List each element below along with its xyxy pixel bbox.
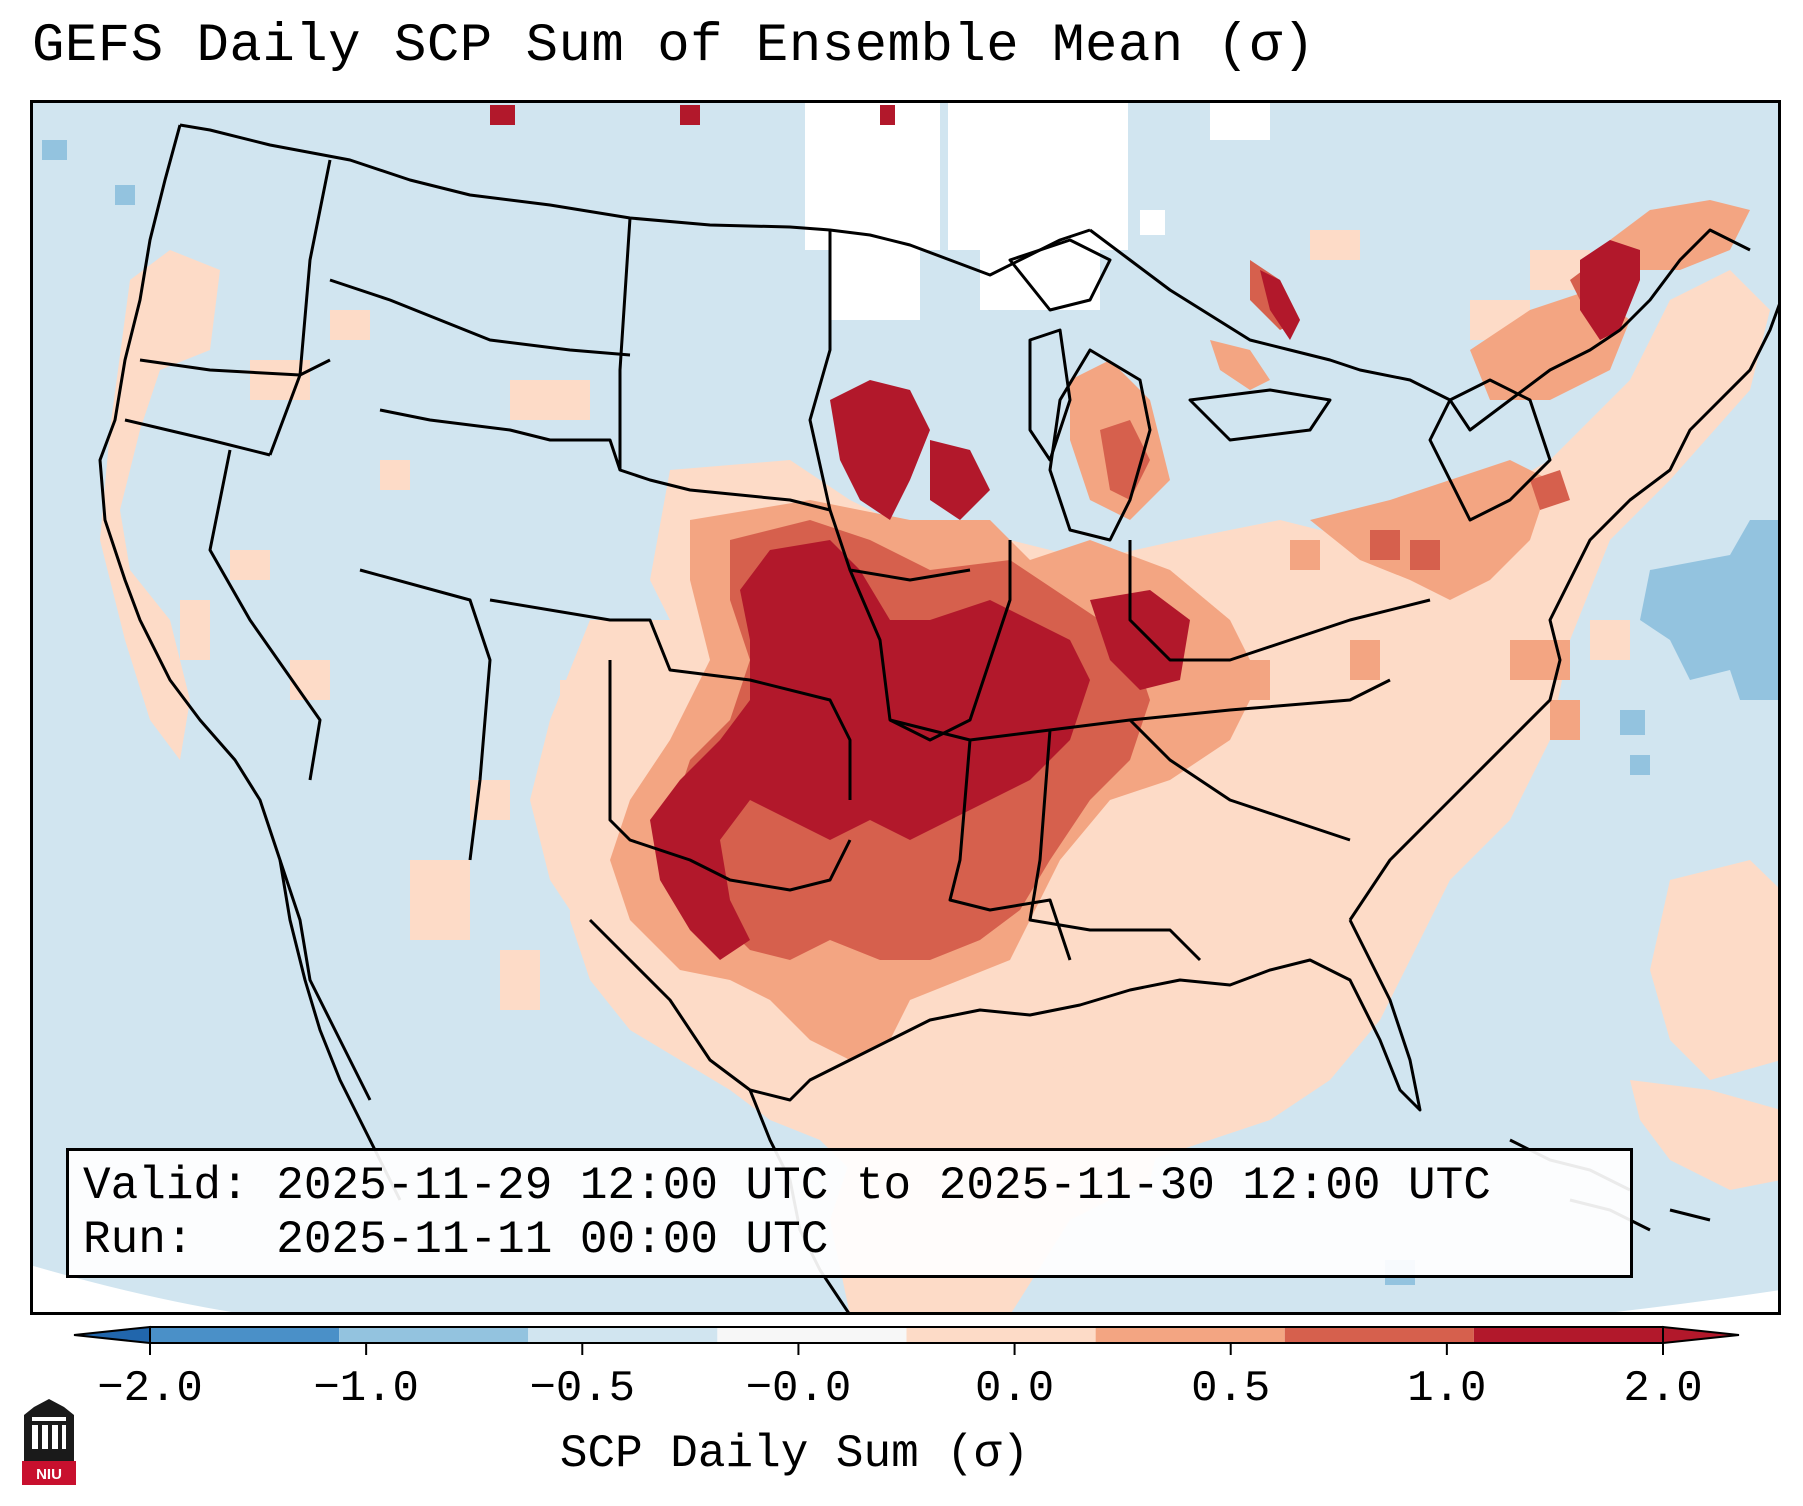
colorbar-tick-label: 1.0 [1407, 1364, 1487, 1414]
colorbar-label: SCP Daily Sum (σ) [559, 1428, 1030, 1480]
info-box: Valid: 2025-11-29 12:00 UTC to 2025-11-3… [66, 1148, 1633, 1278]
gulf-coast [588, 918, 1422, 1112]
colorbar-tick-label: 2.0 [1623, 1364, 1703, 1414]
colorbar-tick-label: −2.0 [97, 1364, 203, 1414]
great-lakes [1008, 238, 1112, 312]
new-england [1428, 378, 1552, 522]
tx-ok [608, 660, 852, 892]
colorbar-tick-label: −1.0 [313, 1364, 419, 1414]
colorbar-segment [906, 1327, 1096, 1343]
colorbar-min-extension [73, 1325, 151, 1345]
mt-wy [329, 278, 631, 357]
colorbar-segment [1095, 1327, 1285, 1343]
chart-title: GEFS Daily SCP Sum of Ensemble Mean (σ) [32, 16, 1316, 77]
lake-erie-ontario [1188, 388, 1332, 442]
colorbar-tick-label: −0.5 [529, 1364, 636, 1414]
colorbar-segment [528, 1327, 718, 1343]
colorbar [73, 1325, 1740, 1355]
colorbar-tick-label: −0.0 [745, 1364, 852, 1414]
ga-sc-nc [1128, 718, 1351, 842]
or-ca-nv [124, 418, 271, 457]
ia-mn-wi [808, 230, 971, 582]
colorbar-segment [150, 1327, 340, 1343]
us-canada-border [179, 123, 1091, 277]
nd-sd-ne [618, 217, 831, 512]
colorbar-tick-label: 0.5 [1191, 1364, 1271, 1414]
colorbar-segment [1284, 1327, 1474, 1343]
ut-az-nm [359, 568, 492, 861]
colorbar-segment [717, 1327, 907, 1343]
mi [1048, 348, 1152, 542]
valid-label: Valid: [83, 1160, 249, 1212]
negative-anomaly-region [42, 140, 1781, 1285]
id [268, 159, 332, 456]
neutral-region [805, 100, 1270, 320]
colorbar-frame [149, 1326, 1664, 1344]
run-value: 2025-11-11 00:00 UTC [276, 1214, 829, 1266]
colorbar-tick-label: 0.0 [974, 1364, 1055, 1414]
mo-il [848, 540, 1012, 742]
ms-al-ga [948, 739, 1072, 961]
ca-nv [208, 449, 322, 781]
atlantic-coast [1348, 299, 1781, 921]
run-label: Run: [83, 1214, 194, 1266]
valid-value: 2025-11-29 12:00 UTC to 2025-11-30 12:00… [276, 1160, 1491, 1212]
oh-pa-ny [1128, 540, 1431, 662]
west-coast [98, 124, 372, 1101]
lake-michigan [1028, 328, 1072, 462]
colorbar-segment [1473, 1327, 1663, 1343]
map-frame [30, 100, 1781, 1315]
al-ga-fl [1028, 729, 1202, 962]
extreme-positive-region [490, 105, 1640, 960]
logo-text: NIU [36, 1466, 62, 1483]
map-outside-domain [30, 1265, 250, 1315]
map-outside-domain-right [1590, 1290, 1781, 1315]
co-ks-ok [489, 598, 852, 800]
wa-or [139, 358, 331, 377]
colorbar-max-extension [1662, 1325, 1740, 1345]
wy-co-ut [379, 408, 622, 471]
colorbar-segment [339, 1327, 529, 1343]
niu-logo: NIU [22, 1399, 76, 1485]
scp-map [30, 100, 1781, 1315]
